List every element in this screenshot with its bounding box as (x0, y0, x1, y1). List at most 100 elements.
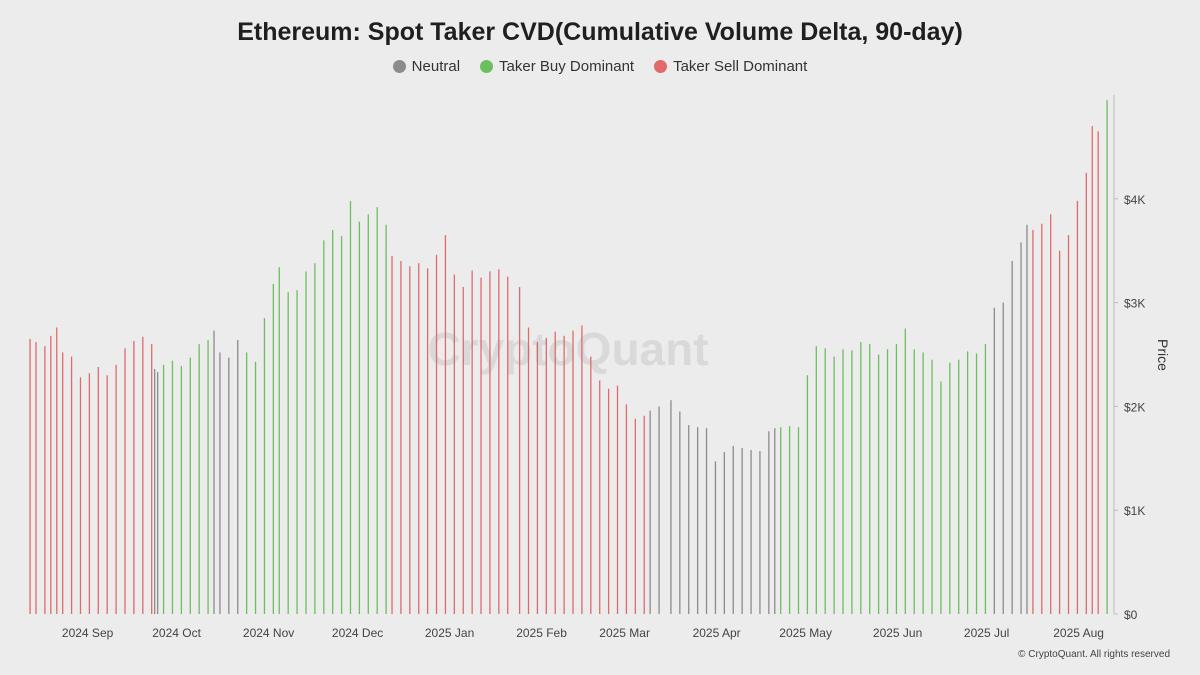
bar-taker-sell-dominant-2024-08-22 (35, 342, 37, 614)
bar-taker-buy-dominant-2025-05-03 (788, 426, 791, 614)
bar-taker-buy-dominant-2025-05-24 (851, 350, 853, 614)
bar-neutral-2025-03-27 (679, 411, 681, 614)
watermark: CryptoQuant (427, 323, 708, 375)
bar-neutral-2025-03-17 (649, 410, 651, 614)
bar-taker-sell-dominant-2025-02-13 (554, 331, 556, 614)
bar-neutral-2025-04-05 (705, 428, 708, 614)
bar-taker-sell-dominant-2024-09-21 (124, 348, 126, 614)
bar-taker-buy-dominant-2025-06-23 (940, 381, 942, 614)
legend-label-taker-buy: Taker Buy Dominant (499, 58, 635, 75)
bar-neutral-2025-04-02 (696, 427, 699, 614)
bar-neutral-2024-10-21 (213, 330, 215, 614)
legend-label-taker-sell: Taker Sell Dominant (673, 58, 808, 75)
bar-taker-buy-dominant-2024-10-10 (180, 365, 183, 614)
y-tick-label: $3K (1124, 297, 1145, 311)
x-tick-label: 2025 Mar (599, 626, 650, 640)
x-tick-label: 2025 Jul (964, 626, 1009, 640)
bar-taker-buy-dominant-2024-11-07 (263, 318, 266, 614)
bar-taker-buy-dominant-2024-11-12 (278, 267, 280, 614)
bar-taker-sell-dominant-2024-09-09 (88, 373, 91, 614)
bar-taker-sell-dominant-2024-12-29 (418, 263, 420, 614)
bar-taker-sell-dominant-2024-09-15 (106, 375, 108, 614)
bar-taker-buy-dominant-2025-06-05 (886, 349, 889, 614)
bar-taker-buy-dominant-2025-06-29 (958, 359, 960, 614)
bar-neutral-2025-03-20 (658, 406, 660, 614)
bar-taker-sell-dominant-2025-02-16 (563, 335, 565, 614)
bar-taker-sell-dominant-2024-08-27 (50, 335, 52, 614)
bar-neutral-2025-07-17 (1011, 261, 1013, 614)
bar-taker-sell-dominant-2025-02-07 (536, 342, 539, 614)
bar-taker-buy-dominant-2025-06-20 (931, 359, 933, 614)
y-tick-label: $2K (1124, 400, 1145, 414)
bar-taker-buy-dominant-2025-07-05 (975, 353, 978, 614)
bar-taker-buy-dominant-2024-10-13 (189, 357, 191, 614)
legend-item-taker-buy[interactable]: Taker Buy Dominant (480, 58, 634, 75)
bar-neutral-2025-07-14 (1002, 302, 1004, 614)
bar-taker-buy-dominant-2024-11-24 (314, 263, 316, 614)
bar-neutral-2024-10-01 (154, 369, 156, 614)
bar-taker-sell-dominant-2025-07-30 (1050, 214, 1052, 614)
bar-taker-sell-dominant-2024-09-06 (79, 377, 82, 614)
bar-taker-sell-dominant-2025-01-28 (507, 276, 509, 614)
bar-taker-sell-dominant-2024-09-30 (151, 344, 153, 614)
bar-taker-buy-dominant-2024-12-03 (340, 236, 343, 615)
x-tick-label: 2025 Jun (873, 626, 922, 640)
copyright-text: © CryptoQuant. All rights reserved (1018, 649, 1170, 660)
bar-taker-sell-dominant-2024-09-03 (70, 356, 73, 614)
y-tick-label: $4K (1124, 193, 1145, 207)
bar-taker-sell-dominant-2025-07-27 (1041, 223, 1043, 614)
bar-taker-buy-dominant-2025-06-11 (904, 328, 906, 614)
bar-taker-sell-dominant-2025-01-13 (462, 287, 464, 614)
x-tick-label: 2024 Oct (152, 626, 201, 640)
bar-taker-buy-dominant-2024-12-12 (367, 214, 369, 614)
bar-taker-sell-dominant-2024-09-27 (142, 336, 144, 614)
bar-taker-buy-dominant-2024-10-16 (198, 344, 200, 614)
bar-taker-sell-dominant-2024-08-25 (44, 346, 46, 614)
bar-neutral-2025-03-24 (670, 400, 672, 614)
chart-legend: Neutral Taker Buy Dominant Taker Sell Do… (0, 58, 1200, 75)
bar-taker-sell-dominant-2025-03-09 (625, 404, 628, 614)
x-tick-label: 2024 Nov (243, 626, 294, 640)
x-axis-ticks: 2024 Sep 2024 Oct 2024 Nov 2024 Dec 2025 Jan… (62, 626, 1104, 640)
bar-neutral-2025-04-28 (774, 428, 776, 614)
legend-item-taker-sell[interactable]: Taker Sell Dominant (654, 58, 807, 75)
bar-taker-buy-dominant-2024-11-15 (287, 292, 289, 614)
bar-taker-buy-dominant-2025-05-12 (815, 346, 817, 614)
bar-taker-sell-dominant-2025-08-13 (1091, 126, 1093, 614)
bar-taker-buy-dominant-2024-11-04 (254, 361, 257, 614)
bar-taker-buy-dominant-2024-12-18 (385, 224, 387, 614)
bar-taker-buy-dominant-2025-06-14 (913, 349, 915, 614)
legend-dot-neutral-icon (392, 60, 406, 73)
bar-neutral-2025-04-17 (741, 447, 743, 614)
bar-taker-sell-dominant-2025-01-19 (480, 277, 482, 614)
bar-taker-sell-dominant-2024-08-20 (29, 338, 31, 614)
bar-taker-sell-dominant-2024-09-12 (97, 366, 99, 614)
bar-neutral-2025-04-14 (732, 445, 734, 614)
x-tick-label: 2024 Sep (62, 626, 114, 640)
bar-taker-sell-dominant-2025-01-01 (426, 268, 429, 614)
bar-taker-buy-dominant-2025-05-30 (869, 344, 871, 614)
bar-taker-sell-dominant-2025-01-16 (471, 270, 473, 614)
bar-taker-sell-dominant-2024-12-26 (409, 266, 411, 614)
bar-neutral-2025-07-20 (1020, 242, 1022, 614)
bar-taker-sell-dominant-2025-02-28 (599, 380, 601, 614)
bar-neutral-2025-04-23 (759, 451, 761, 614)
bar-taker-sell-dominant-2024-12-20 (391, 255, 393, 614)
bar-neutral-2024-10-23 (219, 352, 221, 614)
bar-taker-buy-dominant-2025-07-02 (966, 351, 969, 614)
bar-taker-sell-dominant-2024-08-29 (56, 327, 58, 614)
bar-taker-buy-dominant-2025-05-06 (797, 427, 800, 614)
bar-taker-buy-dominant-2024-10-19 (207, 339, 209, 614)
bar-taker-buy-dominant-2025-08-18 (1106, 100, 1108, 614)
bar-taker-buy-dominant-2024-11-18 (296, 290, 298, 614)
legend-item-neutral[interactable]: Neutral (392, 58, 460, 75)
bar-taker-sell-dominant-2025-03-15 (643, 415, 645, 614)
bar-taker-sell-dominant-2024-12-23 (400, 261, 402, 614)
bar-taker-sell-dominant-2025-01-25 (498, 269, 500, 614)
bar-taker-buy-dominant-2025-05-18 (833, 356, 835, 614)
bar-taker-buy-dominant-2025-07-08 (984, 344, 987, 614)
bar-taker-sell-dominant-2025-02-10 (545, 337, 547, 614)
bar-neutral-2025-04-08 (714, 461, 717, 614)
bar-taker-buy-dominant-2024-10-04 (162, 364, 165, 614)
